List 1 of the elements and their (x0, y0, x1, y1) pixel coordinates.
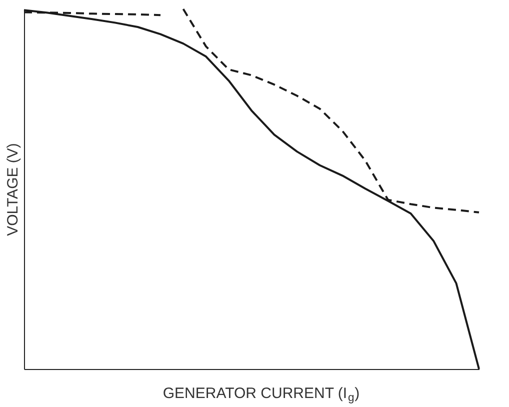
y-axis-title: VOLTAGE (V) (4, 143, 22, 236)
